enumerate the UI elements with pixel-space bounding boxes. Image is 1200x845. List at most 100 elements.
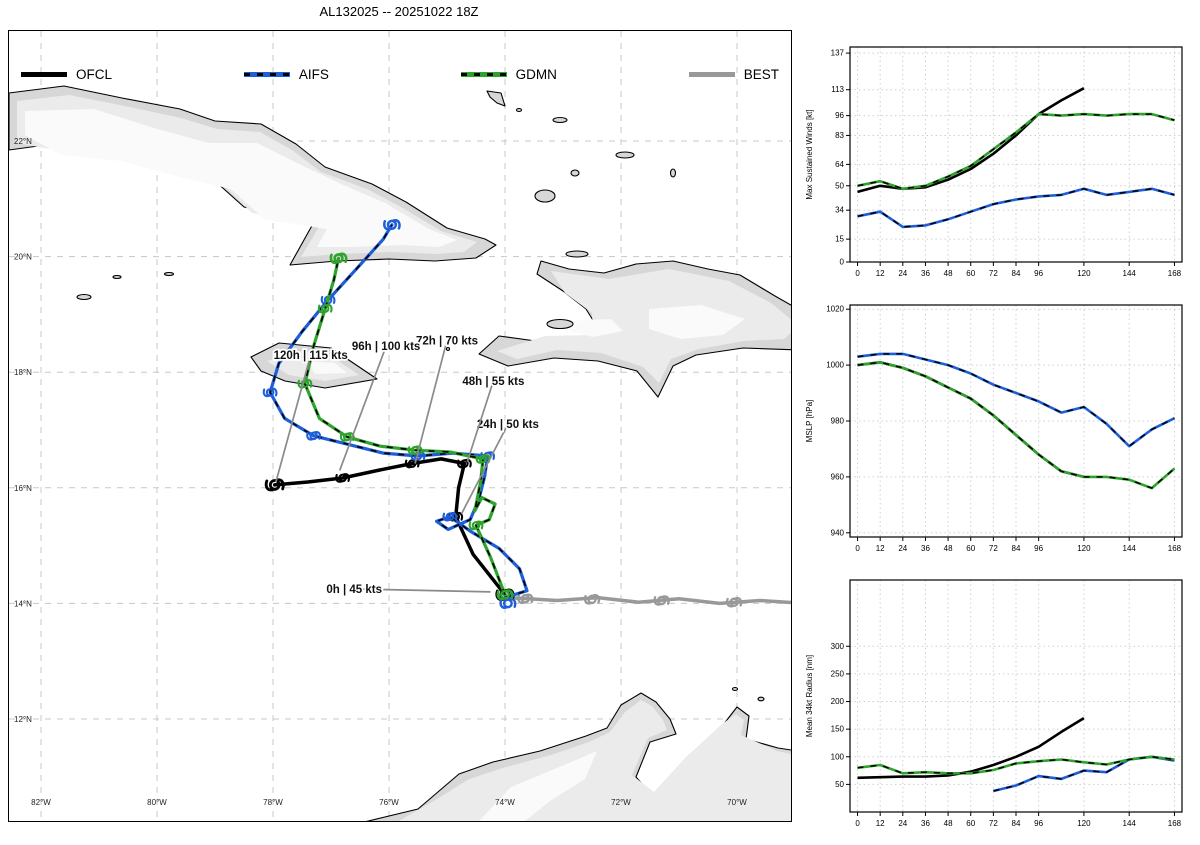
- chart-mean-34kt-radius-nm: 0 12 24 36 48 60 72 84 96 120 144 168 50 100 150 200 250…: [800, 568, 1196, 845]
- series-gdmn: [857, 361, 1176, 490]
- annotation-label: 48h | 55 kts: [462, 376, 524, 388]
- cyclone-marker: [442, 511, 458, 522]
- cyclone-marker-arm: [475, 454, 484, 464]
- map-landmasses: [9, 85, 791, 821]
- x-tick-label: 120: [1077, 269, 1091, 278]
- cyclone-marker-arm: [264, 479, 276, 492]
- y-tick-label: 1020: [826, 305, 844, 314]
- cyclone-marker: [297, 379, 313, 389]
- y-tick-label: 200: [831, 697, 845, 706]
- annotation-leader: [414, 340, 448, 464]
- x-tick-label: 120: [1077, 819, 1091, 828]
- series-ofcl: [857, 87, 1085, 194]
- annotation-label: 120h | 115 kts: [274, 350, 348, 362]
- latitude-label: 16°N: [14, 484, 32, 493]
- island: [112, 274, 122, 280]
- y-tick-label: 150: [831, 725, 845, 734]
- y-tick-label: 96: [835, 111, 844, 120]
- cyclone-marker-arm: [335, 473, 344, 483]
- x-tick-label: 24: [898, 819, 907, 828]
- x-tick-label: 144: [1123, 819, 1137, 828]
- chart-frame: [849, 579, 1183, 813]
- x-tick-label: 0: [855, 269, 860, 278]
- series-gdmn-dash: [857, 361, 1175, 489]
- track-annotations: 0h | 45 kts 24h | 50 kts 48h | 55 kts 72h |…: [272, 334, 541, 598]
- cyclone-marker: [499, 597, 517, 609]
- latitude-label: 18°N: [14, 368, 32, 377]
- series-aifs: [857, 187, 1175, 229]
- longitude-label: 82°W: [31, 798, 51, 807]
- cyclone-marker: [383, 219, 401, 231]
- cyclone-marker-arm: [404, 459, 413, 469]
- cyclone-marker-arm: [417, 451, 426, 460]
- cyclone-marker: [653, 595, 670, 606]
- chart-canvas-mslp-hpa: 0 12 24 36 48 60 72 84 96 120 144 168 940 960 980 1000 1…: [805, 304, 1183, 553]
- cyclone-marker-arm: [591, 594, 601, 604]
- y-axis-label: Max Sustained Winds [kt]: [805, 109, 814, 199]
- cyclone-marker-arm: [339, 432, 348, 442]
- island: [534, 189, 556, 203]
- track-map: 0h | 45 kts 24h | 50 kts 48h | 55 kts 72h |…: [9, 31, 791, 821]
- cyclone-marker-arm: [338, 252, 348, 264]
- island: [445, 346, 451, 352]
- y-tick-label: 50: [835, 780, 844, 789]
- x-tick-label: 84: [1012, 544, 1021, 553]
- cyclone-marker-arm: [504, 589, 514, 600]
- annotation-leader: [338, 345, 387, 471]
- x-tick-label: 48: [944, 269, 953, 278]
- longitude-label: 80°W: [147, 798, 167, 807]
- series-gdmn-dash: [857, 756, 1175, 775]
- latitude-label: 22°N: [14, 137, 32, 146]
- annotation-label: 96h | 100 kts: [352, 341, 420, 353]
- terrain-highlight-hispaniola-2: [569, 319, 623, 337]
- chart-canvas-mean-34kt-radius-nm: 0 12 24 36 48 60 72 84 96 120 144 168 50 100 150 200 250…: [805, 579, 1183, 828]
- x-tick-label: 48: [944, 819, 953, 828]
- small-islands: [76, 90, 765, 702]
- y-tick-label: 113: [831, 85, 844, 94]
- island: [163, 271, 175, 277]
- cyclone-marker: [306, 431, 321, 441]
- annotation-label: 0h | 45 kts: [326, 584, 382, 596]
- x-tick-label: 144: [1123, 269, 1137, 278]
- terrain-highlight-hispaniola: [649, 305, 745, 339]
- y-tick-label: 960: [831, 472, 845, 481]
- x-tick-label: 60: [966, 269, 975, 278]
- cyclone-marker-arm: [391, 219, 401, 230]
- x-tick-label: 72: [989, 544, 998, 553]
- x-tick-label: 84: [1012, 269, 1021, 278]
- latitude-label: 20°N: [14, 253, 32, 262]
- cyclone-marker-arm: [499, 598, 509, 609]
- cyclone-marker-arm: [457, 459, 465, 469]
- x-tick-label: 12: [876, 544, 885, 553]
- x-tick-label: 0: [855, 819, 860, 828]
- cyclone-marker-arm: [442, 512, 451, 522]
- x-tick-label: 36: [921, 544, 930, 553]
- cyclone-marker-arm: [383, 220, 393, 231]
- island: [565, 250, 589, 258]
- cyclone-marker-arm: [468, 521, 477, 531]
- x-tick-label: 144: [1123, 544, 1137, 553]
- x-tick-label: 72: [989, 819, 998, 828]
- terrain-shading-hispaniola: [497, 269, 791, 383]
- cyclone-marker-arm: [324, 303, 333, 313]
- y-axis-label: MSLP [hPa]: [805, 400, 814, 443]
- island: [570, 169, 580, 177]
- longitude-label: 76°W: [379, 798, 399, 807]
- x-tick-label: 0: [855, 544, 860, 553]
- chart-max-sustained-winds-kt: 0 12 24 36 48 60 72 84 96 120 144 168 0 15 34 50 64 83 96 1…: [800, 35, 1196, 295]
- longitude-label: 70°W: [727, 798, 747, 807]
- x-tick-label: 84: [1012, 819, 1021, 828]
- island: [486, 90, 506, 107]
- annotation-label: 72h | 70 kts: [416, 335, 478, 347]
- cyclone-marker-arm: [507, 597, 517, 608]
- y-tick-label: 250: [831, 669, 845, 678]
- latitude-label: 14°N: [14, 599, 32, 608]
- x-tick-label: 60: [966, 544, 975, 553]
- cyclone-marker: [317, 303, 333, 314]
- y-tick-label: 0: [840, 258, 845, 267]
- series-aifs-dash: [857, 353, 1175, 447]
- island: [546, 318, 574, 330]
- latitude-label: 12°N: [14, 715, 32, 724]
- cyclone-marker: [517, 593, 534, 604]
- y-tick-label: 300: [831, 642, 845, 651]
